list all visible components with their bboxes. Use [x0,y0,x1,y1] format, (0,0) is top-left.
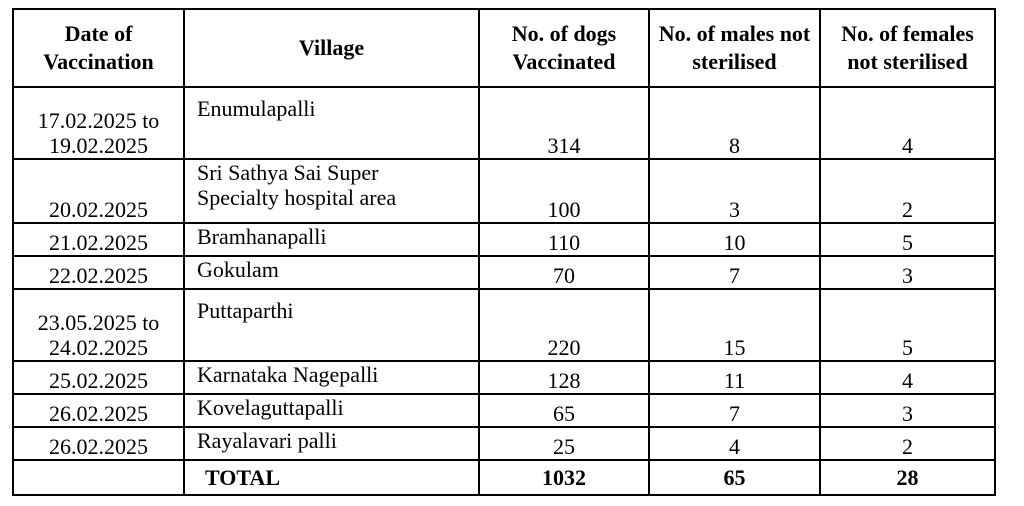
males-cell: 11 [648,360,821,395]
table-row: 22.02.2025 Gokulam 70 7 3 [12,255,996,290]
village-cell: Puttaparthi [183,288,480,362]
dogs-cell: 314 [478,86,650,160]
males-cell: 3 [648,158,821,224]
females-cell: 3 [819,393,996,428]
village-cell: Karnataka Nagepalli [183,360,480,395]
header-dogs-vaccinated: No. of dogs Vaccinated [478,8,650,88]
females-cell: 3 [819,255,996,290]
header-village: Village [183,8,480,88]
males-cell: 4 [648,426,821,461]
date-cell: 26.02.2025 [12,393,185,428]
males-cell: 10 [648,222,821,257]
date-line: 24.02.2025 [49,335,148,360]
males-cell: 7 [648,393,821,428]
table-row: 26.02.2025 Kovelaguttapalli 65 7 3 [12,393,996,428]
village-cell: Bramhanapalli [183,222,480,257]
table-row: 23.05.2025 to 24.02.2025 Puttaparthi 220… [12,288,996,362]
date-cell: 23.05.2025 to 24.02.2025 [12,288,185,362]
date-line: 19.02.2025 [49,133,148,158]
total-males: 65 [648,459,821,496]
village-cell: Gokulam [183,255,480,290]
date-cell: 17.02.2025 to 19.02.2025 [12,86,185,160]
village-line: Enumulapalli [197,96,316,121]
date-cell: 26.02.2025 [12,426,185,461]
females-cell: 5 [819,288,996,362]
date-cell: 22.02.2025 [12,255,185,290]
village-cell: Rayalavari palli [183,426,480,461]
table-row: 17.02.2025 to 19.02.2025 Enumulapalli 31… [12,86,996,160]
total-empty-cell [12,459,185,496]
date-line: 23.05.2025 to [37,310,160,335]
males-cell: 15 [648,288,821,362]
header-date: Date of Vaccination [12,8,185,88]
total-females: 28 [819,459,996,496]
village-cell: Enumulapalli [183,86,480,160]
dogs-cell: 128 [478,360,650,395]
date-cell: 21.02.2025 [12,222,185,257]
date-cell: 20.02.2025 [12,158,185,224]
vaccination-table: Date of Vaccination Village No. of dogs … [12,8,996,496]
header-row: Date of Vaccination Village No. of dogs … [12,8,996,88]
village-cell: Sri Sathya Sai Super Specialty hospital … [183,158,480,224]
females-cell: 4 [819,360,996,395]
dogs-cell: 100 [478,158,650,224]
dogs-cell: 110 [478,222,650,257]
females-cell: 2 [819,158,996,224]
dogs-cell: 25 [478,426,650,461]
total-dogs: 1032 [478,459,650,496]
village-line: Specialty hospital area [197,185,397,210]
vaccination-table-container: Date of Vaccination Village No. of dogs … [12,8,996,496]
table-row: 21.02.2025 Bramhanapalli 110 10 5 [12,222,996,257]
total-label: TOTAL [183,459,480,496]
dogs-cell: 220 [478,288,650,362]
date-line: 17.02.2025 to [37,108,160,133]
village-cell: Kovelaguttapalli [183,393,480,428]
females-cell: 4 [819,86,996,160]
females-cell: 2 [819,426,996,461]
table-row: 26.02.2025 Rayalavari palli 25 4 2 [12,426,996,461]
dogs-cell: 65 [478,393,650,428]
males-cell: 8 [648,86,821,160]
table-row: 20.02.2025 Sri Sathya Sai Super Specialt… [12,158,996,224]
females-cell: 5 [819,222,996,257]
total-row: TOTAL 1032 65 28 [12,459,996,496]
village-line: Puttaparthi [197,298,294,323]
dogs-cell: 70 [478,255,650,290]
header-males-not-sterilised: No. of males not sterilised [648,8,821,88]
header-females-not-sterilised: No. of females not sterilised [819,8,996,88]
village-line: Sri Sathya Sai Super [197,160,379,185]
table-row: 25.02.2025 Karnataka Nagepalli 128 11 4 [12,360,996,395]
males-cell: 7 [648,255,821,290]
date-cell: 25.02.2025 [12,360,185,395]
